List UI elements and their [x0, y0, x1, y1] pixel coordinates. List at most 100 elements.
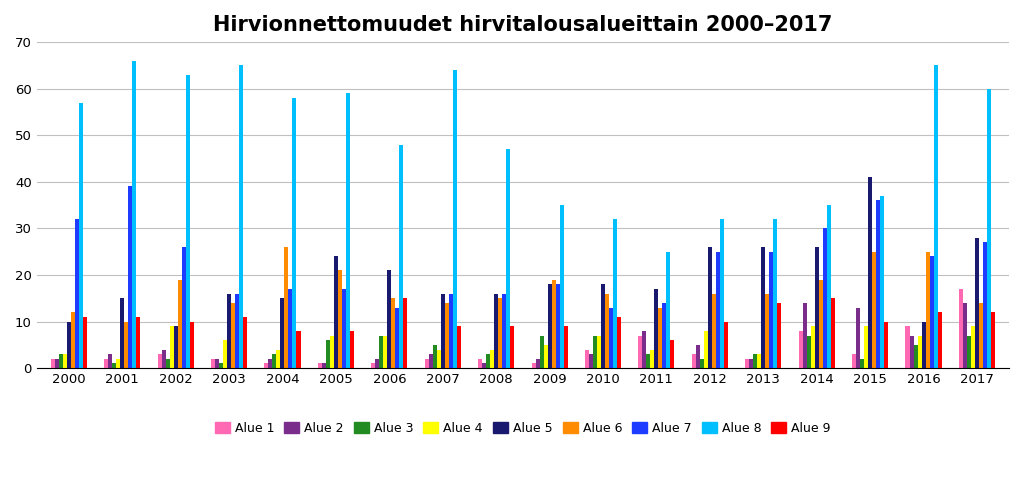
Bar: [799, 331, 803, 368]
Bar: [830, 298, 835, 368]
Bar: [181, 247, 185, 368]
Bar: [136, 317, 140, 368]
Bar: [211, 359, 215, 368]
Bar: [58, 354, 62, 368]
Bar: [177, 280, 181, 368]
Bar: [79, 103, 83, 368]
Bar: [979, 303, 983, 368]
Bar: [918, 335, 922, 368]
Bar: [297, 331, 300, 368]
Bar: [987, 89, 991, 368]
Bar: [913, 345, 918, 368]
Bar: [860, 359, 864, 368]
Bar: [716, 252, 720, 368]
Bar: [822, 228, 826, 368]
Bar: [120, 298, 124, 368]
Bar: [856, 307, 860, 368]
Bar: [750, 359, 754, 368]
Bar: [589, 354, 593, 368]
Bar: [264, 363, 268, 368]
Bar: [350, 331, 354, 368]
Bar: [617, 317, 621, 368]
Bar: [113, 363, 116, 368]
Bar: [83, 317, 87, 368]
Bar: [667, 252, 671, 368]
Bar: [231, 303, 236, 368]
Bar: [444, 303, 449, 368]
Bar: [116, 359, 120, 368]
Bar: [815, 247, 818, 368]
Bar: [375, 359, 379, 368]
Bar: [285, 247, 289, 368]
Bar: [429, 354, 433, 368]
Bar: [372, 363, 375, 368]
Bar: [215, 359, 219, 368]
Bar: [239, 65, 243, 368]
Bar: [745, 359, 750, 368]
Bar: [597, 335, 601, 368]
Bar: [975, 238, 979, 368]
Bar: [967, 335, 971, 368]
Bar: [650, 350, 654, 368]
Bar: [593, 335, 597, 368]
Bar: [563, 326, 567, 368]
Bar: [922, 322, 926, 368]
Bar: [852, 354, 856, 368]
Bar: [502, 294, 506, 368]
Legend: Alue 1, Alue 2, Alue 3, Alue 4, Alue 5, Alue 6, Alue 7, Alue 8, Alue 9: Alue 1, Alue 2, Alue 3, Alue 4, Alue 5, …: [210, 417, 836, 440]
Bar: [646, 354, 650, 368]
Bar: [338, 271, 342, 368]
Bar: [585, 350, 589, 368]
Bar: [317, 363, 322, 368]
Bar: [67, 322, 71, 368]
Bar: [162, 350, 166, 368]
Bar: [457, 326, 461, 368]
Bar: [395, 307, 399, 368]
Bar: [425, 359, 429, 368]
Bar: [930, 256, 934, 368]
Bar: [877, 200, 880, 368]
Bar: [536, 359, 540, 368]
Bar: [642, 331, 646, 368]
Bar: [777, 303, 781, 368]
Bar: [185, 75, 189, 368]
Bar: [909, 335, 913, 368]
Bar: [342, 289, 346, 368]
Bar: [236, 294, 239, 368]
Bar: [170, 326, 174, 368]
Bar: [281, 298, 285, 368]
Bar: [654, 289, 658, 368]
Bar: [658, 307, 663, 368]
Bar: [884, 322, 888, 368]
Bar: [243, 317, 247, 368]
Bar: [104, 359, 109, 368]
Bar: [449, 294, 453, 368]
Bar: [544, 345, 548, 368]
Bar: [609, 307, 613, 368]
Bar: [761, 247, 765, 368]
Bar: [720, 219, 724, 368]
Bar: [433, 345, 436, 368]
Bar: [531, 363, 536, 368]
Bar: [490, 350, 495, 368]
Bar: [383, 335, 387, 368]
Bar: [346, 93, 350, 368]
Bar: [864, 326, 868, 368]
Bar: [826, 205, 830, 368]
Bar: [724, 322, 728, 368]
Bar: [696, 345, 699, 368]
Bar: [983, 243, 987, 368]
Bar: [71, 312, 75, 368]
Bar: [268, 359, 272, 368]
Bar: [872, 252, 877, 368]
Bar: [330, 335, 334, 368]
Bar: [219, 363, 223, 368]
Bar: [663, 303, 667, 368]
Bar: [769, 252, 773, 368]
Bar: [379, 335, 383, 368]
Bar: [773, 219, 777, 368]
Bar: [758, 354, 761, 368]
Bar: [880, 196, 884, 368]
Bar: [391, 298, 395, 368]
Bar: [223, 340, 227, 368]
